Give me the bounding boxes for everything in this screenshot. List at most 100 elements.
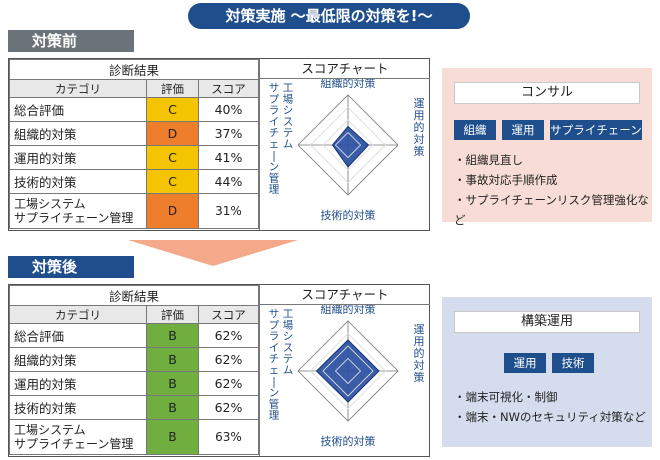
radar-axis-label: ン	[269, 161, 280, 173]
table-row: 総合評価 B 62%	[9, 323, 259, 348]
radar-inner-ring	[322, 119, 374, 171]
radar-axis-label: ェ	[269, 365, 280, 377]
tag-operation: 運用	[504, 353, 546, 373]
grade-cell: B	[146, 323, 199, 348]
grade-cell: C	[146, 145, 199, 170]
radar-inner-ring	[309, 332, 387, 410]
radar-axis-label: 組織的対策	[321, 305, 376, 316]
radar-axis-label: 工	[283, 82, 294, 94]
bullet-list: 組織見直し 事故対応手順作成 サプライチェーンリスク管理強化など	[454, 150, 652, 230]
radar-axis-label: ム	[283, 365, 294, 377]
table-header: 診断結果	[9, 285, 259, 306]
radar-axis-label: 技術的対策	[321, 434, 376, 448]
radar-axis-label: 策	[414, 144, 425, 158]
radar-axis-label: シ	[283, 331, 294, 343]
radar-axis-label: ラ	[269, 331, 280, 343]
grade-cell: D	[146, 121, 199, 146]
grade-cell: C	[146, 169, 199, 194]
category-cell: 工場システム サプライチェーン管理	[9, 193, 147, 229]
radar-axis-label: 組織的対策	[321, 79, 376, 90]
radar-axis-label: 的	[414, 346, 425, 360]
category-cell: 技術的対策	[9, 169, 147, 194]
list-item: サプライチェーンリスク管理強化など	[454, 190, 652, 230]
radar-axis-label: 対	[414, 358, 425, 372]
table-row: 工場システム サプライチェーン管理 D 31%	[9, 193, 259, 229]
radar-axis-label: 技術的対策	[321, 208, 376, 222]
bullet-list: 端末可視化・制御 端末・NWのセキュリティ対策など	[454, 387, 646, 427]
category-cell: 運用的対策	[9, 145, 147, 170]
column-header: スコア	[198, 79, 259, 98]
radar-axis-label: 工	[283, 308, 294, 320]
radar-axis-label: 場	[283, 318, 294, 331]
grade-cell: D	[146, 193, 199, 229]
radar-axis-label: 場	[283, 92, 294, 105]
down-arrow-icon	[128, 240, 298, 266]
radar-axis-label: 的	[414, 120, 425, 134]
table-row: 組織的対策 D 37%	[9, 121, 259, 146]
list-item: 事故対応手順作成	[454, 170, 652, 190]
table-row: 総合評価 C 40%	[9, 97, 259, 122]
radar-chart-after: 組織的対策 技術的対策 運用的対策 工場システム サプライチェ | ン管理	[259, 305, 430, 456]
panel-before: 診断結果 カテゴリ 評価 スコア 総合評価 C 40% 組織的対策 D 37% …	[8, 58, 430, 231]
radar-axis-label: テ	[283, 127, 294, 139]
radar-axis-label: 管	[269, 397, 280, 410]
table-row: 工場システム サプライチェーン管理 B 63%	[9, 419, 259, 455]
column-header: カテゴリ	[9, 79, 147, 98]
radar-data-area	[331, 125, 370, 168]
chart-header: スコアチャート	[259, 59, 430, 79]
radar-axis-label: ス	[283, 342, 294, 354]
table-row: 技術的対策 B 62%	[9, 395, 259, 420]
list-item: 組織見直し	[454, 150, 652, 170]
panel-after: 診断結果 カテゴリ 評価 スコア 総合評価 B 62% 組織的対策 B 62% …	[8, 284, 430, 457]
radar-chart-before: 組織的対策 技術的対策 運用的対策 工場システム サプライチェ | ン管理	[259, 79, 430, 230]
radar-axis-label: 策	[414, 370, 425, 384]
radar-axis-label: サ	[269, 308, 280, 320]
section-label-before: 対策前	[8, 30, 134, 52]
score-cell: 31%	[198, 193, 259, 229]
radar-inner-ring	[334, 357, 362, 385]
diagnosis-table-after: 診断結果 カテゴリ 評価 スコア 総合評価 B 62% 組織的対策 B 62% …	[9, 285, 259, 455]
column-header: 評価	[146, 79, 199, 98]
build-operation-box: 構築運用 運用 技術 端末可視化・制御 端末・NWのセキュリティ対策など	[442, 297, 652, 447]
tag-organization: 組織	[454, 120, 496, 140]
column-header: カテゴリ	[9, 305, 147, 324]
column-header: スコア	[198, 305, 259, 324]
category-cell: 総合評価	[9, 323, 147, 348]
grade-cell: B	[146, 395, 199, 420]
category-cell: 工場システム サプライチェーン管理	[9, 419, 147, 455]
radar-axis-label: イ	[269, 342, 280, 354]
category-cell: 総合評価	[9, 97, 147, 122]
radar-axis-label: 管	[269, 171, 280, 184]
radar-axis-label: 理	[269, 184, 280, 196]
score-cell: 41%	[198, 145, 259, 170]
radar-axis-label: サ	[269, 82, 280, 94]
radar-axis-label: |	[272, 376, 276, 388]
radar-axis-label: チ	[269, 127, 280, 139]
radar-inner-ring	[334, 131, 362, 159]
radar-axis-label: ン	[269, 387, 280, 399]
grade-cell: B	[146, 419, 199, 455]
radar-axis-label: テ	[283, 353, 294, 365]
table-row: 技術的対策 C 44%	[9, 169, 259, 194]
radar-axis-label: イ	[269, 116, 280, 128]
category-cell: 技術的対策	[9, 395, 147, 420]
radar-axis-label: プ	[269, 319, 280, 331]
radar-data-area	[315, 339, 380, 403]
list-item: 端末・NWのセキュリティ対策など	[454, 407, 646, 427]
radar-axis-label: 対	[414, 132, 425, 146]
grade-cell: B	[146, 347, 199, 372]
grade-cell: C	[146, 97, 199, 122]
radar-axis-label: ェ	[269, 139, 280, 151]
section-label-after: 対策後	[8, 256, 134, 278]
score-cell: 63%	[198, 419, 259, 455]
radar-axis-label: 運	[414, 97, 425, 110]
box-title: コンサル	[454, 82, 640, 104]
box-title: 構築運用	[454, 311, 640, 333]
radar-axis-label: ラ	[269, 105, 280, 117]
score-cell: 62%	[198, 371, 259, 396]
score-cell: 62%	[198, 347, 259, 372]
score-cell: 62%	[198, 323, 259, 348]
radar-inner-ring	[309, 106, 387, 184]
